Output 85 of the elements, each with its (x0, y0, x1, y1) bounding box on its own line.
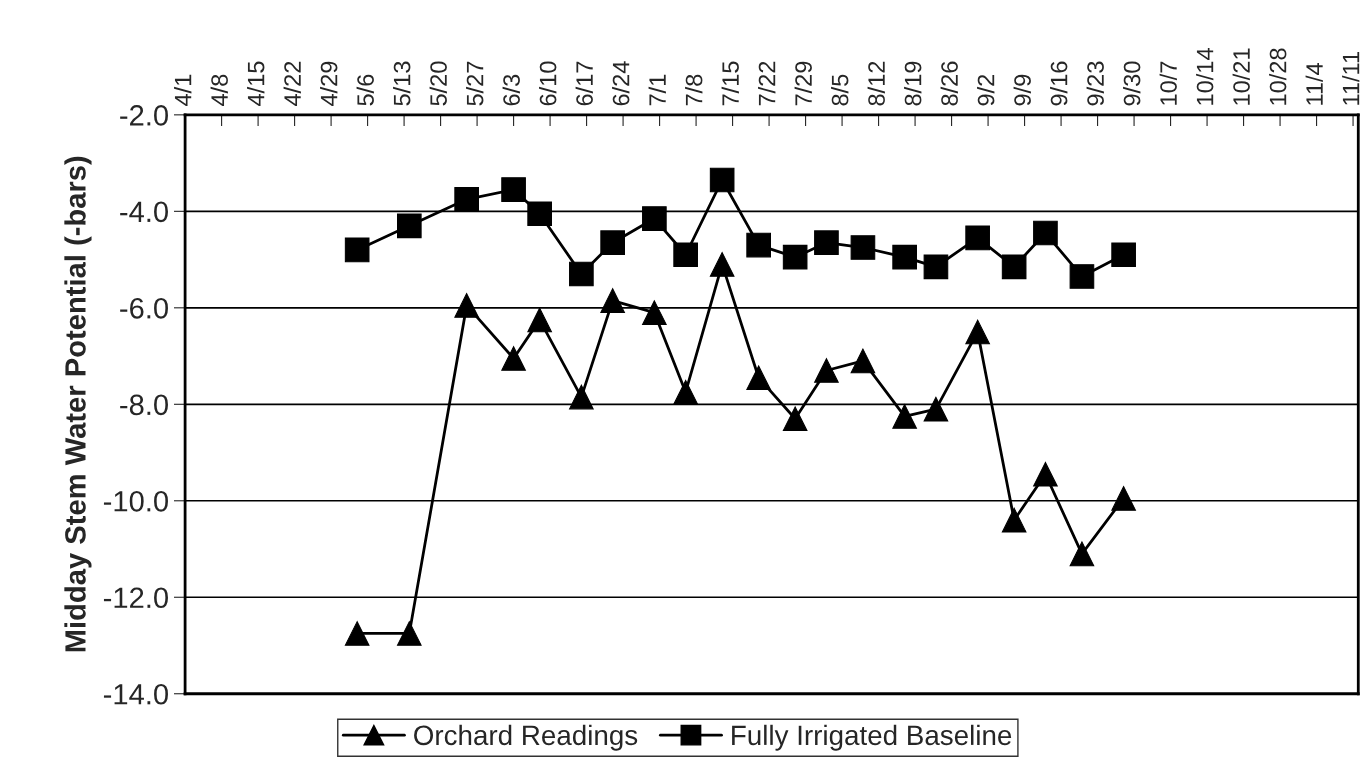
point (782, 244, 808, 270)
x-tick-label: 10/28 (1269, 48, 1287, 105)
point (746, 365, 771, 391)
x-tick-label: 8/19 (904, 61, 922, 106)
point (501, 346, 526, 371)
x-tick-label: 9/16 (1050, 61, 1068, 106)
x-tick-label: 6/17 (575, 61, 593, 106)
x-tick-label: 10/21 (1232, 48, 1250, 105)
y-tick-label: -12.0 (103, 587, 168, 609)
point (673, 242, 698, 268)
x-tick-label: 5/20 (429, 61, 447, 106)
y-tick-label: -10.0 (103, 490, 168, 512)
point (892, 244, 917, 270)
y-axis-title: Midday Stem Water Potential (-bars) (64, 156, 92, 652)
point (923, 254, 949, 280)
x-tick-label: 7/8 (685, 74, 703, 106)
point (396, 213, 422, 239)
point (1001, 254, 1027, 280)
point (814, 230, 839, 256)
x-tick-label: 6/24 (612, 61, 630, 106)
y-tick-label: -8.0 (120, 394, 168, 416)
legend-label: Fully Irrigated Baseline (732, 724, 1012, 751)
point (1069, 541, 1095, 567)
x-tick-label: 4/15 (247, 61, 265, 106)
legend-label: Orchard Readings (414, 724, 638, 751)
point (344, 237, 370, 263)
x-tick-label: 9/2 (977, 74, 995, 106)
x-tick-label: 5/27 (466, 61, 484, 106)
x-tick-label: 5/6 (356, 74, 374, 106)
x-tick-label: 4/1 (174, 74, 192, 106)
point (923, 396, 949, 422)
x-tick-label: 4/29 (320, 61, 338, 106)
point (709, 252, 735, 277)
point (814, 358, 839, 383)
point (454, 293, 479, 318)
point (1111, 486, 1136, 511)
point (673, 379, 698, 405)
point (642, 300, 667, 325)
point (396, 621, 422, 646)
y-tick-label: -14.0 (103, 683, 168, 705)
y-tick-label: -2.0 (120, 105, 168, 126)
x-tick-label: 7/29 (794, 61, 812, 106)
point (344, 621, 370, 646)
x-tick-label: 8/26 (940, 61, 958, 106)
point (850, 235, 876, 260)
x-tick-label: 7/1 (648, 74, 666, 106)
y-tick-label: -4.0 (120, 201, 168, 223)
point (746, 232, 771, 258)
point (1069, 264, 1095, 289)
point (709, 167, 735, 193)
x-tick-label: 10/14 (1196, 48, 1214, 105)
x-tick-label: 11/4 (1305, 62, 1323, 105)
point (501, 177, 526, 202)
point (1033, 220, 1058, 246)
x-tick-label: 8/12 (867, 61, 885, 106)
x-tick-label: 7/22 (758, 61, 776, 106)
point (454, 186, 479, 212)
point (965, 319, 990, 345)
point (1033, 461, 1058, 487)
x-tick-label: 4/22 (283, 61, 301, 106)
y-tick-label: -6.0 (120, 298, 168, 319)
point (527, 201, 552, 227)
x-tick-label: 4/8 (210, 74, 228, 106)
point (569, 384, 594, 410)
x-tick-label: 8/5 (831, 74, 849, 106)
x-tick-label: 6/3 (502, 74, 520, 106)
point (782, 406, 808, 432)
x-tick-label: 5/13 (393, 61, 411, 106)
x-tick-label: 9/30 (1123, 61, 1141, 106)
point (600, 230, 625, 256)
point (642, 206, 667, 231)
point (569, 261, 594, 287)
x-tick-label: 9/23 (1086, 61, 1104, 106)
x-tick-label: 9/9 (1013, 74, 1031, 106)
point (1111, 242, 1136, 268)
point (892, 404, 917, 429)
point (600, 288, 625, 313)
point (850, 348, 876, 374)
point (527, 307, 552, 333)
x-tick-label: 6/10 (539, 61, 557, 106)
point (965, 225, 990, 251)
x-tick-label: 7/15 (721, 61, 739, 106)
x-tick-label: 10/7 (1159, 61, 1177, 105)
x-tick-label: 11/11 (1342, 52, 1360, 105)
point (1001, 507, 1027, 533)
